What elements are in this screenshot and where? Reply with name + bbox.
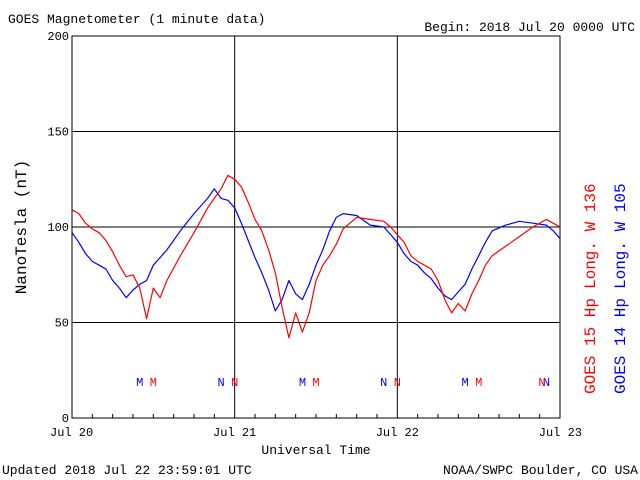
legend-goes15-name: GOES 15 Hp xyxy=(582,298,600,394)
legend-goes15-long: Long. W 136 xyxy=(582,183,600,289)
legend: GOES 15 Hp Long. W 136 GOES 14 Hp Long. … xyxy=(582,183,630,394)
marker-n: N xyxy=(231,376,238,390)
y-axis-label: NanoTesla (nT) xyxy=(13,160,31,294)
grid xyxy=(72,36,560,418)
series-lines xyxy=(71,174,561,339)
y-tick-label: 0 xyxy=(62,412,69,426)
x-axis-label: Universal Time xyxy=(261,443,370,458)
credit-text: NOAA/SWPC Boulder, CO USA xyxy=(443,463,638,478)
series-line-goes-15-hp xyxy=(71,174,561,339)
marker-m: M xyxy=(299,376,306,390)
x-tick-label: Jul 22 xyxy=(376,426,419,440)
y-tick-label: 50 xyxy=(55,317,69,331)
legend-goes14-long: Long. W 105 xyxy=(612,183,630,289)
marker-m: M xyxy=(136,376,143,390)
marker-n: N xyxy=(543,376,550,390)
y-tick-label: 150 xyxy=(47,126,69,140)
marker-m: M xyxy=(150,376,157,390)
series-line-goes-14-hp xyxy=(71,188,561,312)
marker-n: N xyxy=(538,376,545,390)
chart-title: GOES Magnetometer (1 minute data) xyxy=(8,12,265,27)
mn-markers: M M N N M M N N M M NN xyxy=(136,376,550,390)
x-tick-label: Jul 21 xyxy=(213,426,256,440)
legend-goes14-name: GOES 14 Hp xyxy=(612,298,630,394)
x-tick-label: Jul 23 xyxy=(539,426,582,440)
begin-time: Begin: 2018 Jul 20 0000 UTC xyxy=(424,20,635,35)
marker-m: M xyxy=(475,376,482,390)
plot-frame xyxy=(71,35,561,419)
updated-timestamp: Updated 2018 Jul 22 23:59:01 UTC xyxy=(2,463,252,478)
tick-labels: 0 50 100 150 200 Jul 20 Jul 21 Jul 22 Jul 23 xyxy=(47,30,582,440)
marker-n: N xyxy=(380,376,387,390)
y-tick-label: 100 xyxy=(47,221,69,235)
marker-m: M xyxy=(312,376,319,390)
marker-m: M xyxy=(462,376,469,390)
x-tick-label: Jul 20 xyxy=(50,426,93,440)
marker-n: N xyxy=(394,376,401,390)
marker-n: N xyxy=(218,376,225,390)
y-tick-label: 200 xyxy=(47,30,69,44)
